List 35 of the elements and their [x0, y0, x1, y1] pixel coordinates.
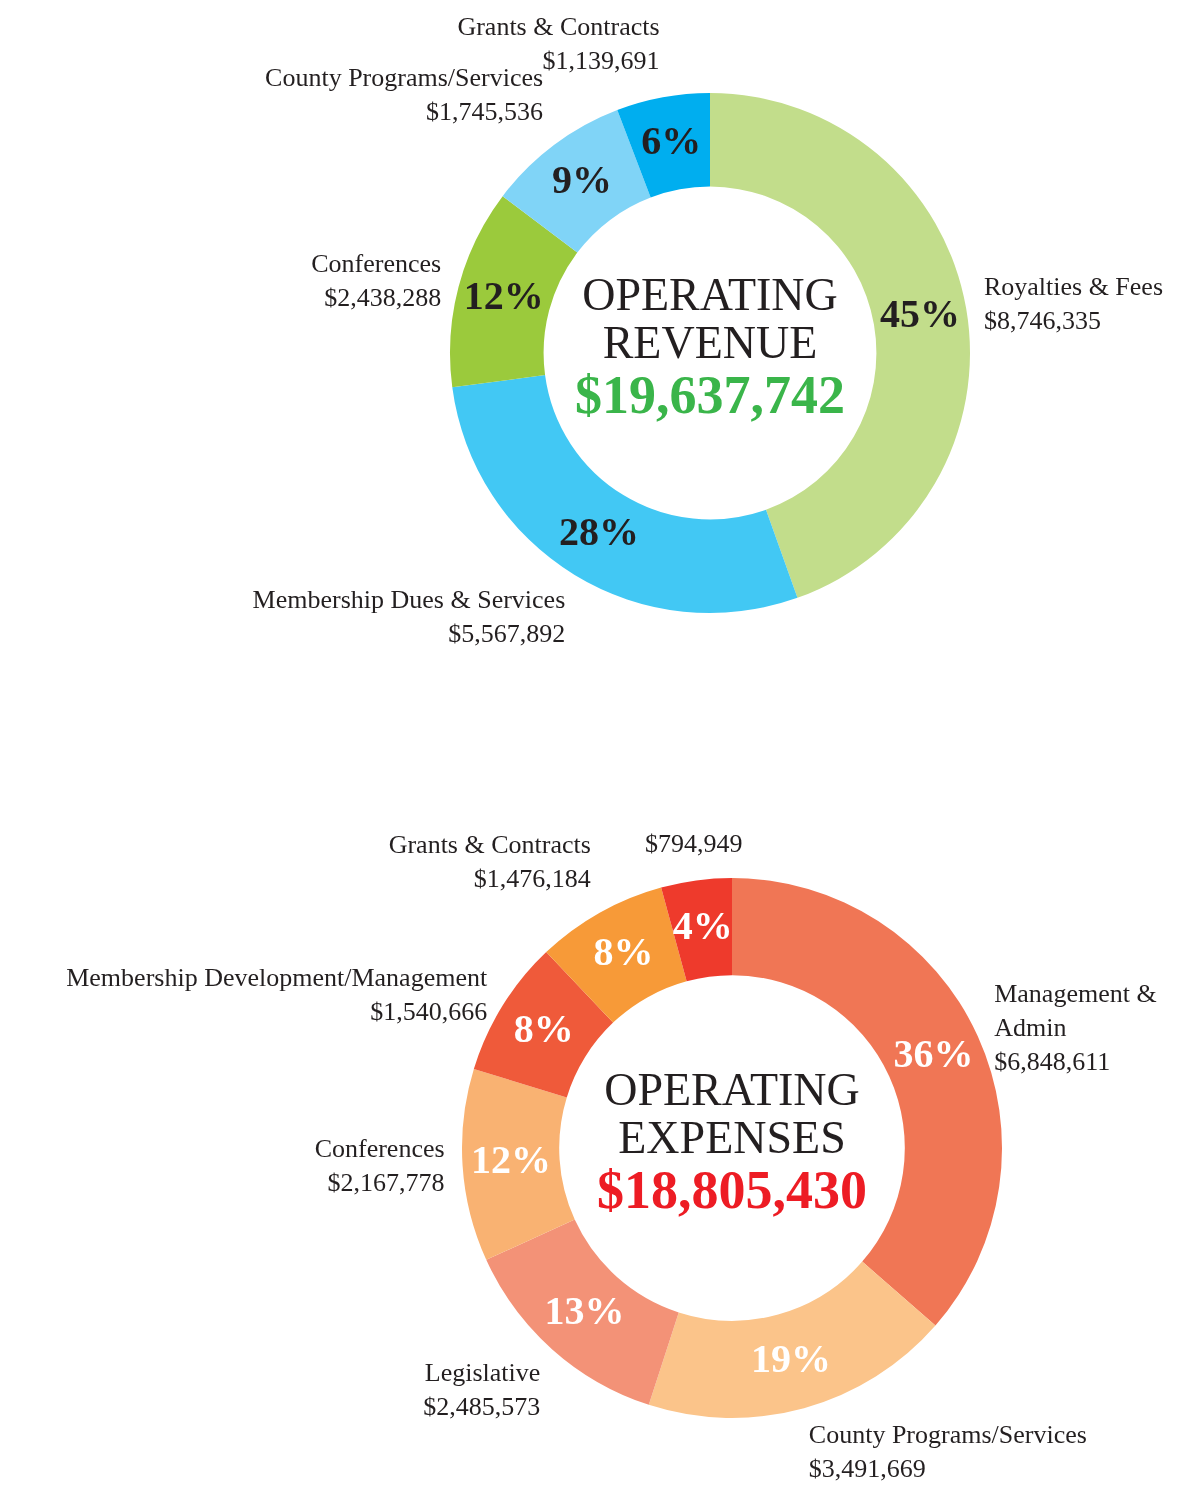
text: 6% [641, 117, 702, 163]
text: 12% [471, 1136, 552, 1182]
data-label: $1,540,666 [370, 997, 488, 1027]
data-label: $2,167,778 [327, 1167, 445, 1197]
text: 8% [593, 929, 654, 975]
data-label: $1,139,691 [542, 46, 660, 76]
data-label: $3,491,669 [808, 1454, 926, 1484]
data-label: $1,745,536 [426, 97, 544, 127]
slice-label: Conferences [311, 249, 442, 279]
slice-label: Legislative [424, 1357, 541, 1387]
data-label: $2,485,573 [423, 1391, 541, 1421]
text: 13% [544, 1287, 625, 1333]
text: 8% [513, 1005, 574, 1051]
slice-label: Membership Dues & Services [252, 585, 566, 615]
data-label: $5,567,892 [448, 619, 566, 649]
text: 9% [552, 156, 613, 202]
data-label: $2,438,288 [324, 283, 442, 313]
text: 12% [463, 273, 544, 319]
slice-label: Grants & Contracts [457, 12, 660, 42]
slice-label: County Programs/Services [808, 1420, 1087, 1450]
slice-label: Conferences [314, 1133, 445, 1163]
data-label: $794,949 [645, 829, 743, 859]
text: 36% [893, 1030, 974, 1076]
data-label: $8,746,335 [983, 306, 1101, 336]
text: 4% [672, 902, 733, 948]
slice-label: Grants & Contracts [388, 829, 591, 859]
text: 28% [559, 509, 639, 555]
text: 19% [751, 1335, 832, 1381]
slice-label: County Programs/Services [265, 63, 544, 93]
slice-label: Membership Development/Management [66, 963, 488, 993]
data-label: $1,476,184 [473, 863, 591, 893]
text: 45% [880, 290, 961, 336]
data-label: $6,848,611 [994, 1046, 1111, 1076]
slice-label: Royalties & Fees [983, 272, 1164, 302]
slice-label: Management & Admin [994, 978, 1157, 1042]
